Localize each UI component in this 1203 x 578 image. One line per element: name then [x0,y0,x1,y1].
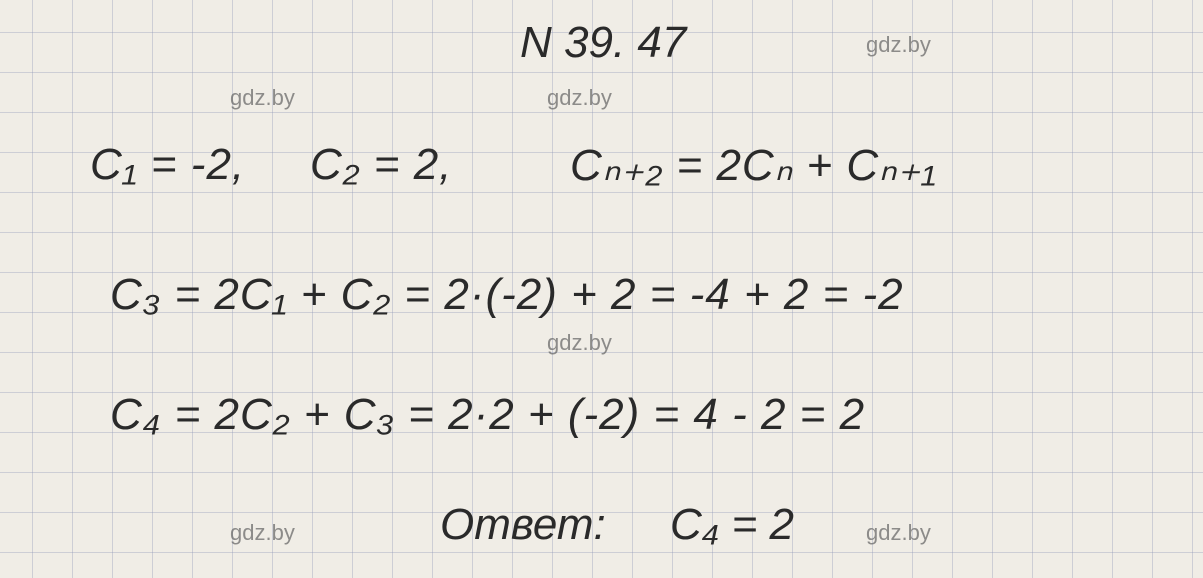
watermark-text: gdz.by [547,85,612,111]
answer-label: Ответ: [440,500,606,550]
watermark-text: gdz.by [866,520,931,546]
watermark-text: gdz.by [547,330,612,356]
problem-number: N 39. 47 [520,18,686,68]
answer-value: C₄ = 2 [670,500,794,550]
calc-c4: C₄ = 2C₂ + C₃ = 2·2 + (-2) = 4 - 2 = 2 [110,390,865,440]
watermark-text: gdz.by [230,85,295,111]
given-recurrence: Cₙ₊₂ = 2Cₙ + Cₙ₊₁ [570,140,937,191]
watermark-text: gdz.by [866,32,931,58]
given-c2: C₂ = 2, [310,140,452,190]
watermark-text: gdz.by [230,520,295,546]
given-c1: C₁ = -2, [90,140,245,190]
calc-c3: C₃ = 2C₁ + C₂ = 2·(-2) + 2 = -4 + 2 = -2 [110,270,904,320]
